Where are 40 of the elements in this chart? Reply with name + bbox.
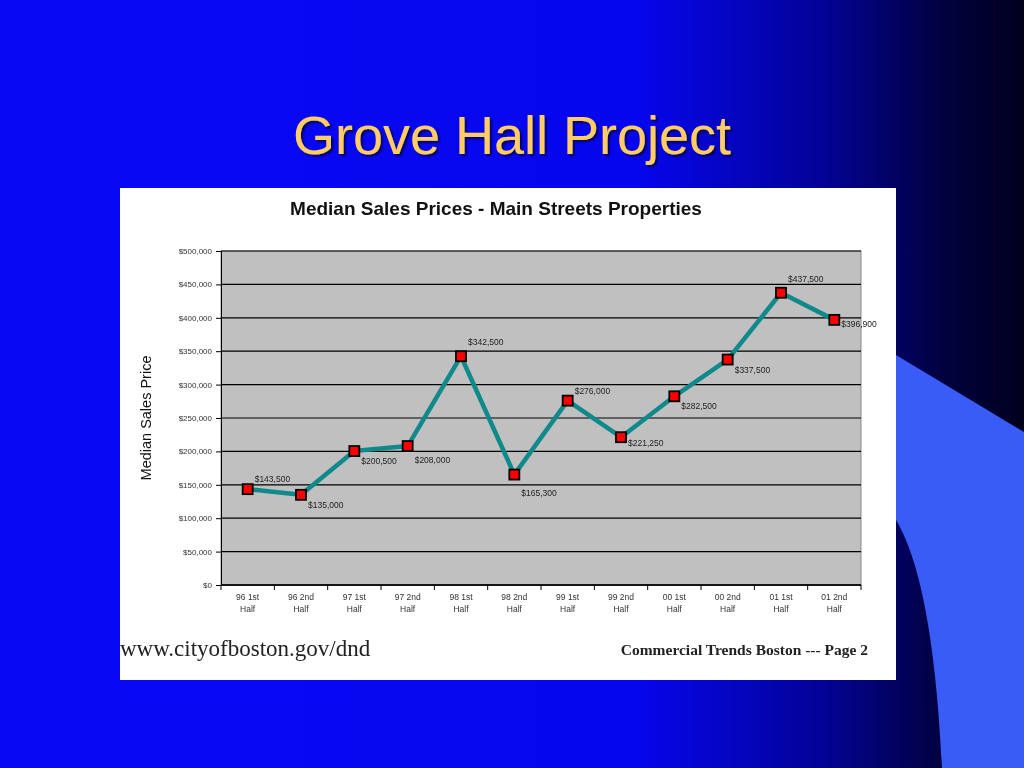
x-tick-label: 98 2nd Half (501, 592, 528, 615)
x-tick-label: 99 2nd Half (608, 592, 635, 615)
x-tick-label: 00 1st Half (662, 592, 687, 615)
data-label: $276,000 (574, 385, 611, 396)
text: Commercial Trends Boston --- Page 2 (620, 641, 869, 658)
y-tick-label: $500,000 (178, 247, 213, 257)
chart-title: Grove Hall Project (292, 105, 732, 165)
data-label: $342,500 (468, 337, 504, 348)
x-tick-label: 01 2nd Half (821, 592, 848, 615)
y-tick-label: $400,000 (178, 313, 213, 323)
data-label: $337,500 (734, 364, 771, 375)
y-tick-label: $150,000 (178, 480, 213, 490)
y-tick-label: $300,000 (178, 380, 213, 390)
data-label: $437,500 (788, 273, 824, 284)
x-tick-label: 99 1st Half (556, 592, 580, 615)
text: www.cityofboston.gov/dnd (120, 636, 371, 661)
x-tick-label: 97 1st Half (342, 592, 367, 615)
y-tick-label: $200,000 (178, 447, 213, 457)
x-tick-label: 97 2nd Half (394, 592, 421, 615)
x-tick-label: 96 2nd Half (288, 592, 315, 615)
data-label: $208,000 (414, 455, 451, 466)
x-tick-label: 01 1st Half (769, 592, 794, 615)
y-tick-label: $350,000 (178, 347, 213, 357)
data-label: $282,500 (681, 401, 718, 412)
data-label: $165,300 (521, 487, 558, 498)
chart-subtitle: Median Sales Prices - Main Streets Properties (290, 198, 702, 219)
x-tick-label: 98 1st Half (449, 592, 474, 615)
y-tick-label: $50,000 (183, 547, 213, 557)
data-label: $143,500 (254, 474, 291, 485)
x-tick-label: 96 1st Half (236, 592, 260, 615)
data-label: $396,900 (841, 318, 878, 329)
data-label: $135,000 (308, 499, 344, 510)
data-label: $200,500 (361, 456, 398, 467)
y-tick-label: $100,000 (178, 514, 213, 524)
y-axis-title: Median Sales Price (138, 355, 154, 481)
y-tick-label: $0 (203, 581, 213, 591)
y-tick-label: $250,000 (178, 414, 213, 424)
data-label: $221,250 (628, 438, 664, 449)
y-tick-label: $450,000 (178, 280, 213, 290)
x-tick-label: 00 2nd Half (714, 592, 741, 615)
